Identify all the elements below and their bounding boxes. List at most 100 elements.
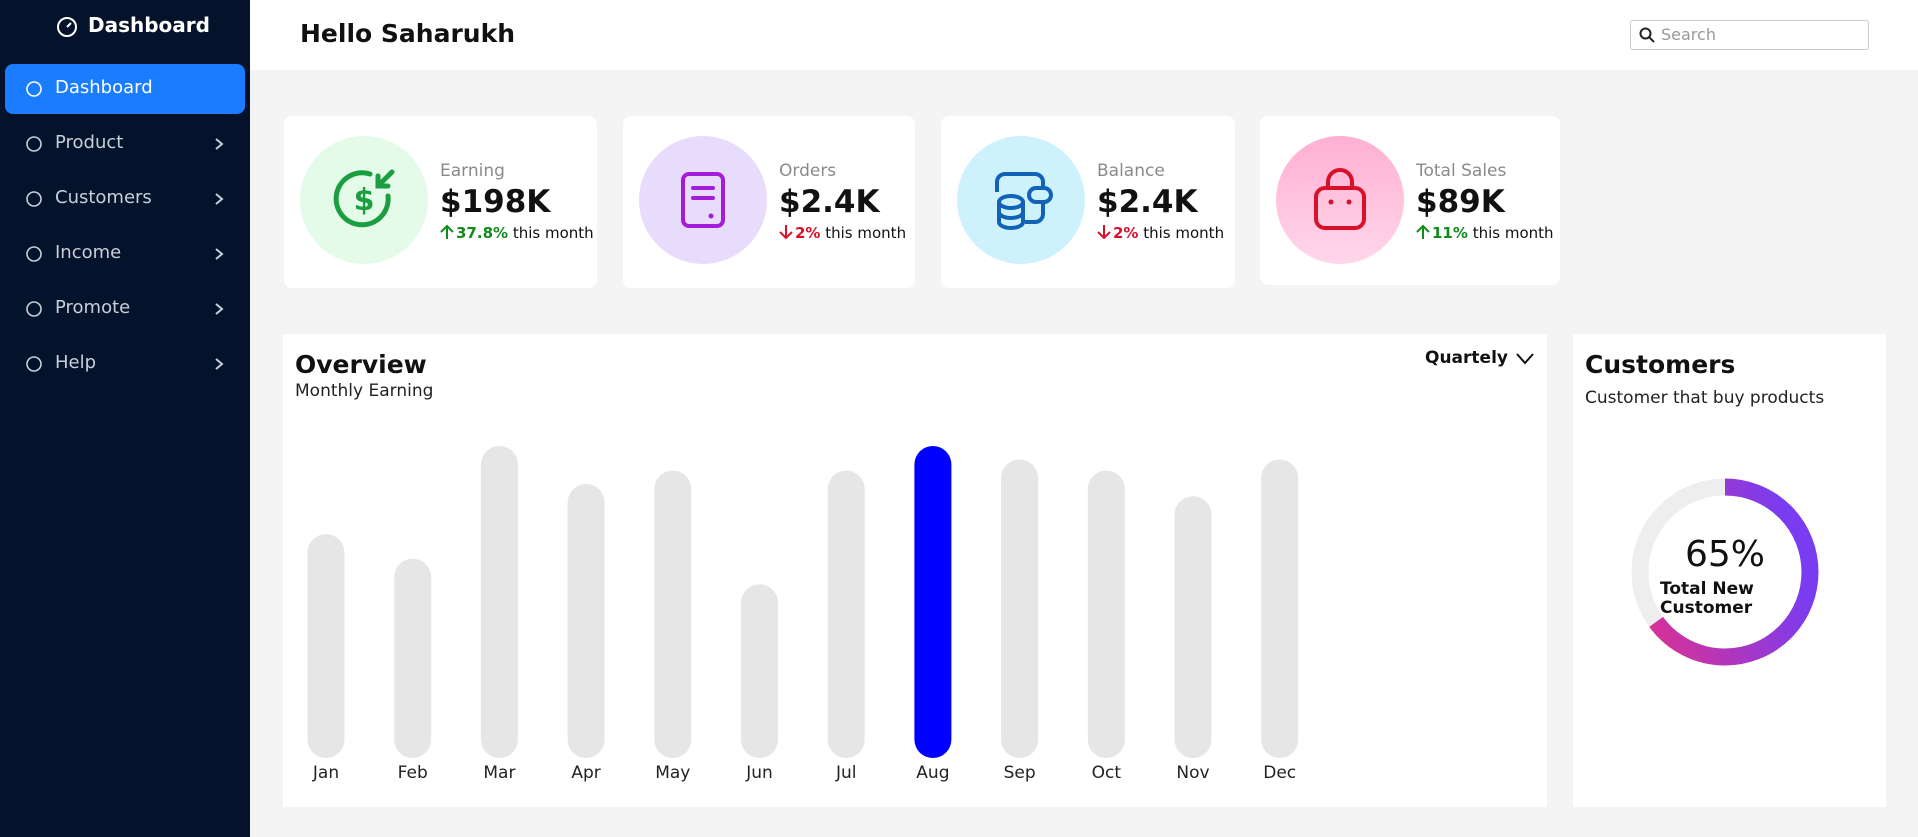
menu-item[interactable]: Dashboard (5, 64, 245, 114)
icon-shape (26, 81, 42, 97)
card-icon (1276, 136, 1404, 264)
customers-panel: Customers Customer that buy products 65%… (1573, 334, 1886, 807)
change-value: 2% (795, 224, 821, 242)
change-arrow (440, 224, 454, 239)
card-value: $89K (1416, 184, 1505, 220)
greeting: Hello Saharukh (300, 19, 515, 48)
menu-icon (26, 246, 42, 262)
menu-icon (26, 81, 42, 97)
card-value: $198K (440, 184, 551, 220)
bar[interactable] (307, 534, 345, 758)
change-arrow (1097, 225, 1111, 240)
bar[interactable] (567, 483, 605, 758)
menu-icon (26, 301, 42, 317)
icon-shape (26, 246, 42, 262)
change-value: 37.8% (456, 224, 509, 242)
menu-item[interactable]: Promote (5, 284, 245, 334)
menu-item[interactable]: Customers (5, 174, 245, 224)
menu-label: Dashboard (55, 77, 153, 98)
search-box[interactable]: Search (1630, 20, 1869, 50)
period-label: Quartely (1425, 348, 1508, 368)
change-period: this month (1472, 224, 1554, 242)
overview-title: Overview (295, 350, 427, 379)
icon-shape (26, 136, 42, 152)
bar[interactable] (1001, 459, 1039, 758)
bar[interactable] (1261, 459, 1299, 758)
chevron (215, 358, 224, 370)
menu-item[interactable]: Help (5, 339, 245, 389)
card-label: Total Sales (1416, 161, 1507, 181)
chevron (215, 138, 224, 150)
card-label: Earning (440, 161, 505, 181)
bar[interactable] (1174, 496, 1212, 758)
dropdown-chevron (1516, 353, 1534, 365)
menu-label: Customers (55, 187, 152, 208)
menu-icon (26, 136, 42, 152)
period-dropdown[interactable]: Quartely (1425, 348, 1545, 376)
card-change: 2% this month (1097, 224, 1224, 242)
card-label: Balance (1097, 161, 1165, 181)
month-label: Jul (835, 763, 857, 783)
menu-label: Product (55, 132, 124, 153)
bar[interactable] (741, 584, 778, 758)
bar[interactable] (1087, 470, 1125, 758)
search-placeholder: Search (1661, 25, 1716, 44)
stat-card: $ Earning $198K 37.8% this month (284, 116, 597, 288)
menu-label: Promote (55, 297, 131, 318)
overview-subtitle: Monthly Earning (295, 381, 434, 401)
menu-chevron (215, 138, 224, 150)
bar[interactable] (394, 558, 432, 758)
bar[interactable] (914, 446, 952, 758)
change-value: 11% (1432, 224, 1468, 242)
card-value: $2.4K (779, 184, 880, 220)
bar[interactable] (480, 446, 518, 758)
menu-label: Help (55, 352, 97, 373)
arrow (440, 224, 454, 239)
bar-chart: Jan Feb Mar Apr May Jun Jul Aug Sep Oct Nov Dec (307, 446, 1299, 783)
card-icon (957, 136, 1085, 264)
menu-chevron (215, 193, 224, 205)
chevron (215, 193, 224, 205)
card-icon (639, 136, 767, 264)
customers-subtitle: Customer that buy products (1585, 388, 1825, 408)
menu-item[interactable]: Income (5, 229, 245, 279)
stat-card: Orders $2.4K 2% this month (623, 116, 915, 288)
donut-arc (1631, 478, 1819, 666)
menu-label: Income (55, 242, 122, 263)
bar[interactable] (654, 470, 692, 758)
month-label: Mar (483, 763, 515, 783)
icon-shape (26, 191, 42, 207)
card-change: 37.8% this month (440, 224, 594, 242)
menu-icon (26, 356, 42, 372)
card-value: $2.4K (1097, 184, 1198, 220)
month-label: Dec (1263, 763, 1296, 783)
brand-icon (57, 17, 77, 37)
svg-text:$: $ (354, 183, 375, 218)
month-label: May (655, 763, 690, 783)
change-value: 2% (1113, 224, 1139, 242)
change-arrow (1416, 224, 1430, 239)
menu-icon (26, 191, 42, 207)
change-period: this month (1143, 224, 1225, 242)
icon-shape (26, 356, 42, 372)
month-label: Sep (1004, 763, 1036, 783)
month-label: Jan (312, 763, 339, 783)
customers-title: Customers (1585, 350, 1736, 379)
topbar: Hello Saharukh Search (250, 0, 1918, 70)
overview-panel: Overview Monthly Earning Quartely Jan Feb… (283, 334, 1547, 807)
arrow (1416, 224, 1430, 239)
change-period: this month (512, 224, 594, 242)
month-label: Oct (1092, 763, 1122, 783)
search-icon (1639, 27, 1655, 43)
month-label: Feb (398, 763, 428, 783)
donut-label: Total New Customer (1660, 579, 1754, 618)
card-change: 11% this month (1416, 224, 1554, 242)
donut-value: 65% (1685, 534, 1766, 575)
bar[interactable] (827, 470, 865, 758)
menu-item[interactable]: Product (5, 119, 245, 169)
card-label: Orders (779, 161, 837, 181)
stat-card: Balance $2.4K 2% this month (941, 116, 1235, 288)
month-label: Jun (745, 763, 773, 783)
month-label: Nov (1176, 763, 1209, 783)
